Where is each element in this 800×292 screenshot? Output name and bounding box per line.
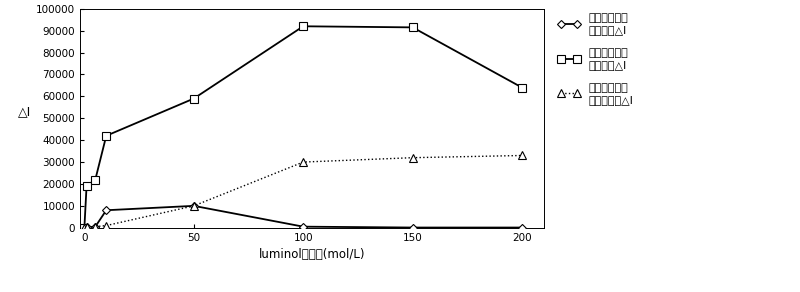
Line: 杀螟硫磷的化
学发光强度△I: 杀螟硫磷的化 学发光强度△I [80, 151, 526, 232]
毒死蜱的化学
发光强度△I [102, 134, 111, 138]
毒死蜱的化学
发光强度△I [408, 26, 418, 29]
辛硫磷的化学
发光强度△I [79, 226, 89, 230]
Line: 辛硫磷的化学
发光强度△I: 辛硫磷的化学 发光强度△I [82, 203, 526, 231]
辛硫磷的化学
发光强度△I [82, 225, 91, 229]
辛硫磷的化学
发光强度△I [189, 204, 198, 208]
Y-axis label: △I: △I [18, 105, 31, 118]
杀螟硫磷的化
学发光强度△I [102, 224, 111, 227]
杀螟硫磷的化
学发光强度△I [408, 156, 418, 159]
毒死蜱的化学
发光强度△I [79, 226, 89, 230]
毒死蜱的化学
发光强度△I [189, 97, 198, 100]
杀螟硫磷的化
学发光强度△I [189, 204, 198, 208]
辛硫磷的化学
发光强度△I [298, 225, 308, 228]
毒死蜱的化学
发光强度△I [298, 25, 308, 28]
辛硫磷的化学
发光强度△I [518, 226, 527, 229]
辛硫磷的化学
发光强度△I [102, 208, 111, 212]
X-axis label: luminol的浓度(mol/L): luminol的浓度(mol/L) [258, 248, 366, 261]
杀螟硫磷的化
学发光强度△I [90, 225, 100, 228]
辛硫磷的化学
发光强度△I [408, 226, 418, 229]
杀螟硫磷的化
学发光强度△I [79, 226, 89, 230]
杀螟硫磷的化
学发光强度△I [518, 154, 527, 157]
辛硫磷的化学
发光强度△I [90, 225, 100, 228]
Line: 毒死蜱的化学
发光强度△I: 毒死蜱的化学 发光强度△I [80, 22, 526, 232]
毒死蜱的化学
发光强度△I [82, 185, 91, 188]
杀螟硫磷的化
学发光强度△I [82, 225, 91, 229]
Legend: 辛硫磷的化学
发光强度△I, 毒死蜱的化学
发光强度△I, 杀螟硫磷的化
学发光强度△I: 辛硫磷的化学 发光强度△I, 毒死蜱的化学 发光强度△I, 杀螟硫磷的化 学发光… [554, 9, 638, 109]
毒死蜱的化学
发光强度△I [518, 86, 527, 89]
杀螟硫磷的化
学发光强度△I [298, 160, 308, 164]
毒死蜱的化学
发光强度△I [90, 178, 100, 181]
